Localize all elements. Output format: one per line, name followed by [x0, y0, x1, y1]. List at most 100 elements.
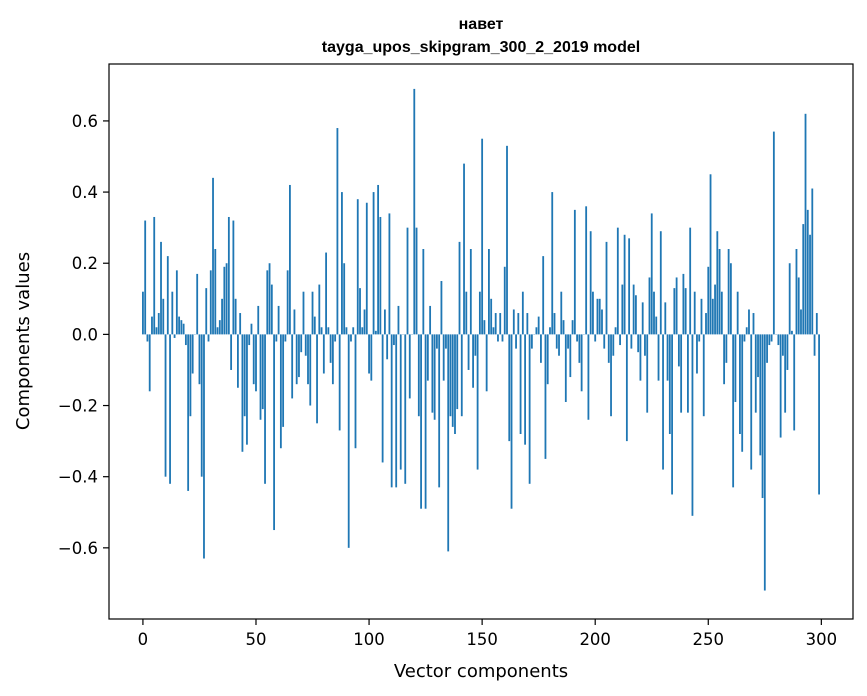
bar-149	[478, 291, 481, 335]
bar-128	[431, 334, 434, 413]
bar-82	[327, 327, 330, 335]
bar-7	[157, 313, 160, 335]
bar-249	[705, 313, 707, 335]
bar-109	[388, 213, 391, 335]
bar-88	[341, 192, 343, 335]
bar-104	[377, 184, 380, 335]
bar-59	[275, 334, 278, 342]
bar-97	[361, 327, 364, 335]
bar-186	[562, 320, 565, 335]
bar-205	[605, 241, 608, 335]
bar-159	[501, 334, 504, 342]
x-tick-label: 300	[806, 630, 838, 649]
bar-3	[148, 334, 151, 392]
bar-86	[336, 128, 339, 335]
bar-42	[237, 334, 239, 388]
bar-155	[492, 327, 495, 335]
plot-frame	[108, 63, 854, 620]
bar-113	[397, 305, 400, 335]
bar-135	[447, 334, 450, 552]
bar-170	[526, 313, 529, 335]
bar-185	[560, 291, 563, 335]
bar-166	[517, 313, 520, 335]
bar-264	[739, 334, 741, 434]
bar-231	[664, 302, 667, 335]
bar-67	[293, 309, 296, 335]
bar-114	[399, 334, 402, 470]
bar-221	[641, 302, 644, 335]
bar-138	[454, 334, 456, 434]
bar-177	[542, 256, 545, 335]
bar-15	[175, 270, 178, 335]
bar-295	[809, 234, 811, 335]
y-tick-label: 0.2	[72, 254, 98, 273]
bars-group	[142, 88, 820, 591]
bar-144	[467, 334, 470, 370]
bar-60	[277, 305, 280, 335]
bar-259	[727, 249, 730, 335]
bar-127	[429, 305, 432, 335]
bar-218	[635, 295, 637, 335]
bar-207	[610, 334, 612, 417]
bar-288	[793, 334, 796, 431]
bar-189	[569, 334, 572, 378]
bar-148	[476, 334, 479, 470]
bar-276	[766, 334, 768, 363]
bar-243	[691, 334, 694, 516]
bar-54	[264, 334, 266, 484]
bar-239	[682, 273, 685, 335]
x-axis: 0 50 100 150 200 250 300	[138, 619, 837, 649]
bar-188	[567, 334, 569, 349]
plot-area	[109, 64, 853, 619]
bar-192	[576, 334, 579, 342]
bar-24	[196, 273, 199, 335]
bar-176	[540, 334, 542, 363]
bar-33	[216, 327, 219, 335]
bar-256	[720, 291, 723, 335]
bar-190	[571, 320, 574, 335]
bar-225	[650, 213, 653, 335]
bar-263	[736, 291, 739, 335]
bar-236	[675, 277, 678, 335]
bar-52	[259, 334, 262, 420]
bar-146	[472, 334, 474, 388]
bar-251	[709, 174, 712, 335]
bar-87	[338, 334, 341, 431]
y-tick-label: 0.4	[72, 183, 98, 202]
bar-98	[363, 309, 366, 335]
bar-182	[553, 313, 556, 335]
bar-284	[784, 334, 787, 413]
bar-258	[725, 334, 728, 363]
bar-116	[404, 334, 407, 484]
bar-63	[284, 334, 287, 342]
bar-71	[302, 291, 305, 335]
bar-129	[433, 334, 436, 420]
chart-title: навет	[459, 16, 504, 33]
bar-99	[365, 202, 368, 335]
bar-77	[316, 334, 318, 424]
bar-125	[424, 334, 427, 509]
bar-193	[578, 334, 581, 363]
bar-73	[307, 334, 309, 385]
bar-118	[408, 334, 411, 399]
bar-203	[601, 309, 603, 335]
bar-163	[510, 334, 513, 509]
bar-76	[313, 316, 316, 335]
bar-197	[587, 334, 590, 420]
bar-199	[592, 291, 594, 335]
bar-44	[241, 334, 244, 452]
bar-196	[585, 206, 588, 335]
bar-214	[625, 334, 628, 442]
bar-162	[508, 334, 511, 442]
x-tick-label: 250	[693, 630, 725, 649]
bar-198	[589, 231, 592, 335]
bar-202	[598, 298, 601, 335]
bar-142	[463, 163, 465, 335]
bar-29	[207, 334, 210, 342]
bar-66	[291, 334, 294, 399]
bar-117	[406, 227, 409, 335]
x-axis-label: Vector components	[394, 661, 568, 682]
bar-261	[732, 334, 735, 488]
bar-244	[693, 291, 696, 335]
bar-281	[777, 334, 780, 346]
